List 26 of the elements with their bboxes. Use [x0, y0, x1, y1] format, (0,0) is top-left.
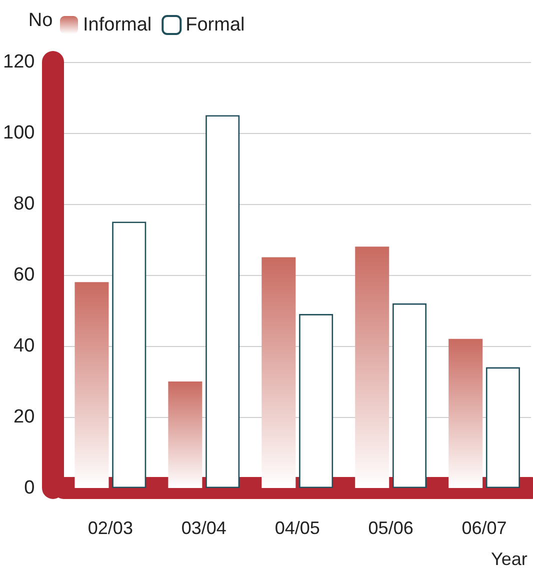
bar: [355, 246, 390, 488]
legend-label: Informal: [83, 14, 152, 36]
bar: [206, 115, 240, 488]
x-tick-label: 04/05: [274, 518, 320, 538]
bar: [392, 303, 427, 488]
y-tick-label: 40: [14, 336, 35, 356]
y-axis-title: No: [28, 10, 53, 31]
bar: [262, 257, 296, 488]
bar: [299, 314, 334, 488]
bar: [112, 222, 146, 488]
x-tick-label: 02/03: [88, 518, 133, 538]
x-tick-label: 06/07: [462, 518, 507, 538]
bar: [486, 367, 520, 488]
legend-label: Formal: [186, 14, 245, 36]
x-tick-label: 03/04: [181, 518, 226, 538]
y-tick-label: 0: [24, 478, 35, 498]
bar: [168, 382, 202, 488]
y-tick-label: 80: [14, 194, 35, 214]
x-tick-label: 05/06: [368, 518, 414, 538]
y-tick-label: 20: [14, 406, 35, 428]
y-tick-label: 120: [3, 52, 35, 72]
bar: [74, 282, 109, 488]
y-tick-label: 100: [3, 122, 35, 144]
x-axis-title: Year: [491, 549, 528, 568]
bar: [448, 338, 483, 488]
y-tick-label: 60: [14, 264, 35, 286]
